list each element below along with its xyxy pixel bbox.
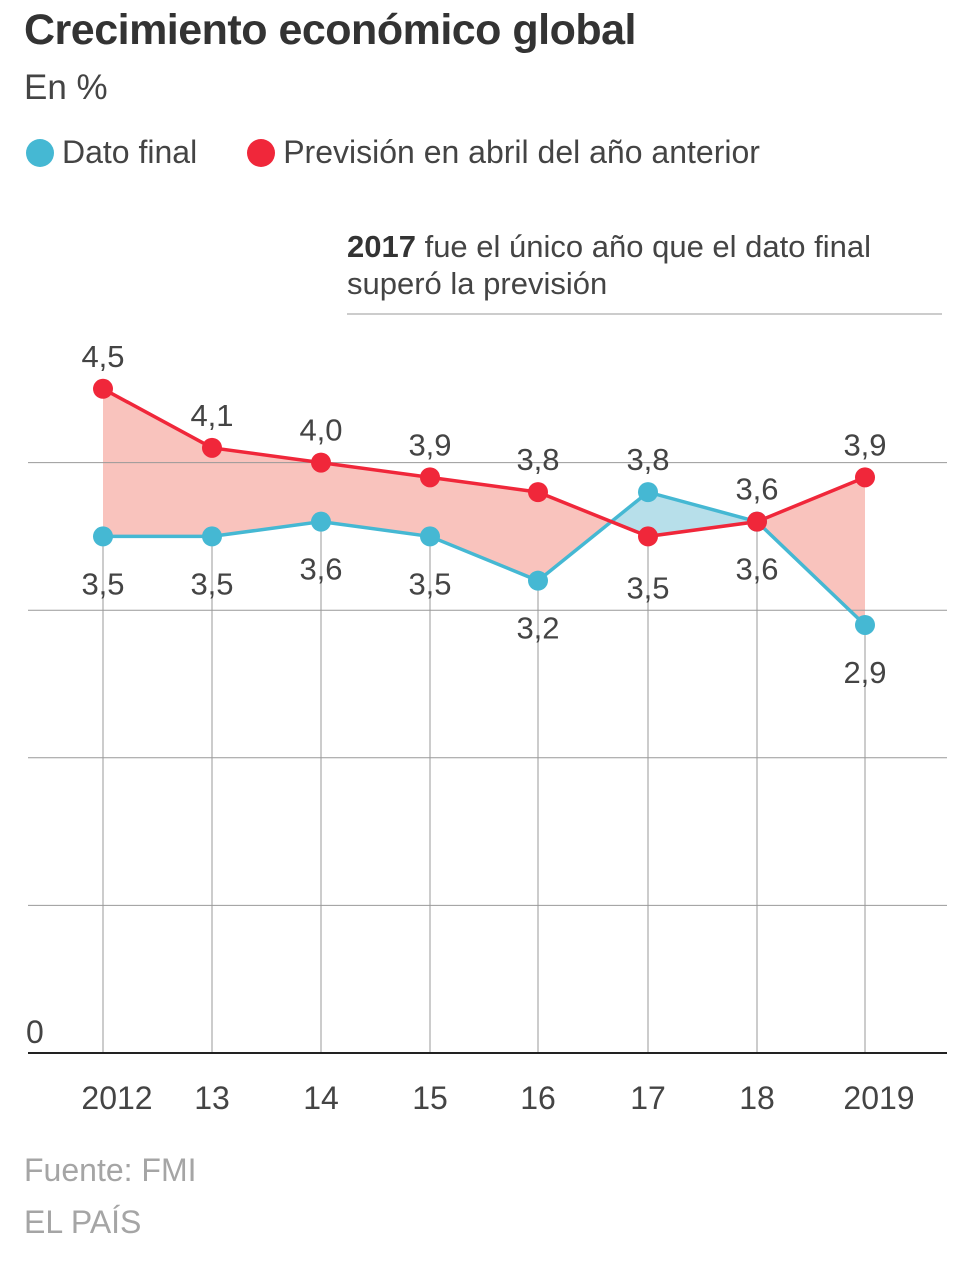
forecast-point [528,482,548,503]
forecast-point [855,467,875,488]
series-line-final [103,490,867,627]
final-value-label: 3,6 [299,552,342,587]
y-tick-label-0: 0 [26,1014,44,1050]
final-value-label: 3,5 [190,566,233,601]
legend-forecast-label: Previsión en abril del año anterior [283,134,760,170]
series-line-forecast [102,387,866,539]
legend-final-label: Dato final [62,134,198,170]
forecast-value-label: 4,0 [299,413,342,448]
x-tick-label: 14 [303,1080,339,1116]
legend: Dato final Previsión en abril del año an… [26,134,810,171]
forecast-point [93,378,113,399]
x-tick-label: 16 [520,1080,556,1116]
final-value-label: 3,6 [735,552,778,587]
final-value-label: 3,5 [81,566,124,601]
final-point [93,526,113,547]
x-tick-label: 15 [412,1080,448,1116]
x-tick-label: 2012 [81,1080,152,1116]
final-value-label: 3,8 [626,442,669,477]
chart-title: Crecimiento económico global [24,6,637,54]
final-point [855,614,875,635]
forecast-point [202,437,222,458]
x-tick-label: 2019 [843,1080,914,1116]
chart-subtitle: En % [24,68,108,107]
final-point [311,511,331,532]
forecast-point [638,526,658,547]
final-point [420,526,440,547]
forecast-above-area [757,477,865,625]
forecast-point [420,467,440,488]
forecast-value-label: 3,6 [735,472,778,507]
final-value-label: 2,9 [843,655,886,690]
final-point [638,482,658,503]
x-tick-label: 13 [194,1080,230,1116]
forecast-value-label: 3,9 [408,427,451,462]
x-tick-label: 17 [630,1080,666,1116]
final-value-label: 3,2 [516,611,559,646]
publisher-credit: EL PAÍS [24,1204,142,1240]
final-value-label: 3,5 [408,566,451,601]
source-note: Fuente: FMI [24,1152,197,1188]
forecast-point [311,452,331,473]
forecast-value-label: 3,8 [516,442,559,477]
forecast-value-label: 3,9 [843,427,886,462]
legend-item-final: Dato final [26,134,197,171]
final-point [202,526,222,547]
forecast-point [747,511,767,532]
legend-final-dot-icon [26,138,54,167]
chart-annotation: 2017 fue el único año que el dato final … [347,228,907,302]
forecast-value-label: 3,5 [626,570,669,605]
annotation-text: fue el único año que el dato final super… [347,229,871,301]
annotation-year: 2017 [347,229,416,264]
legend-forecast-dot-icon [247,138,276,167]
legend-item-forecast: Previsión en abril del año anterior [247,134,760,171]
x-tick-label: 18 [739,1080,775,1116]
final-point [528,570,548,591]
forecast-value-label: 4,1 [190,398,233,433]
forecast-value-label: 4,5 [81,339,124,374]
